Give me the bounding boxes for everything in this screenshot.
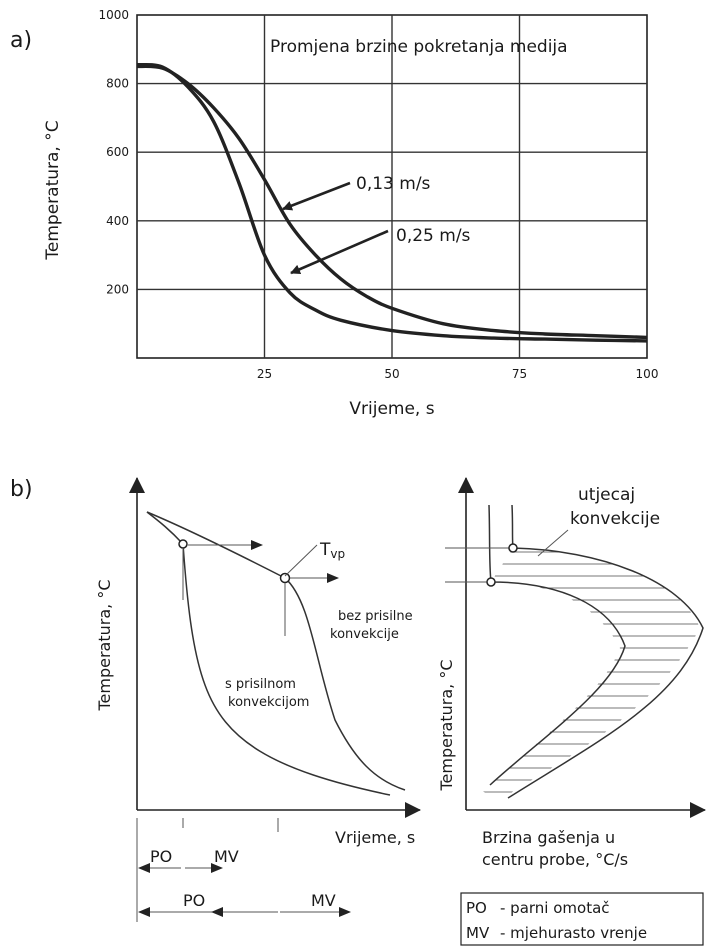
series-line-013 <box>136 64 648 340</box>
y-tick-label: 1000 <box>98 8 129 22</box>
left-xlabel: Vrijeme, s <box>335 828 415 847</box>
y-tick-label: 600 <box>106 145 129 159</box>
phase1-po: PO <box>150 847 172 866</box>
panel-b-label: b) <box>10 477 33 502</box>
legend-text-po: - parni omotač <box>500 899 610 917</box>
legend-box <box>460 892 704 946</box>
panel-b: b) Temperatura, °C Vrijeme, s Tvp <box>10 477 706 946</box>
chart-a-xlabel: Vrijeme, s <box>349 399 434 419</box>
tvp-label: Tvp <box>319 540 345 561</box>
panel-b-right: Temperatura, °C Brzina gašenja u centru … <box>437 477 706 869</box>
panel-b-left: Temperatura, °C Vrijeme, s Tvp bez prisi… <box>95 477 421 922</box>
legend-abbr-po: PO <box>466 899 487 917</box>
y-tick-label: 200 <box>106 282 129 296</box>
right-ylabel: Temperatura, °C <box>437 659 456 791</box>
y-tick-label: 800 <box>106 77 129 91</box>
right-xlabel-2: centru probe, °C/s <box>482 850 628 869</box>
phase2-mv: MV <box>311 891 336 910</box>
annotation-025: 0,25 m/s <box>396 226 471 246</box>
left-ylabel: Temperatura, °C <box>95 579 114 711</box>
curve-forced-convection <box>146 511 391 796</box>
x-tick-label: 75 <box>512 367 527 381</box>
tvp-leader <box>284 544 318 577</box>
annotation-013: 0,13 m/s <box>356 174 431 194</box>
legend-abbr-mv: MV <box>466 924 490 942</box>
label-no-forced-2: konvekcije <box>330 627 399 642</box>
grid-a <box>137 15 647 358</box>
ticks-a: 200 400 600 800 1000 25 50 75 100 <box>98 8 658 381</box>
arrow-013 <box>282 181 351 211</box>
curves-a <box>136 62 648 343</box>
arrow-025 <box>290 229 389 275</box>
hatch-region <box>480 551 700 793</box>
y-tick-label: 400 <box>106 214 129 228</box>
chart-a-title: Promjena brzine pokretanja medija <box>270 37 568 57</box>
curve-no-forced-convection <box>146 511 406 791</box>
x-tick-label: 50 <box>384 367 399 381</box>
annotation-utjecaj-1: utjecaj <box>578 485 635 505</box>
label-no-forced-1: bez prisilne <box>338 609 413 624</box>
right-xlabel-1: Brzina gašenja u <box>482 828 615 847</box>
chart-a-ylabel: Temperatura, °C <box>43 120 63 260</box>
panel-a-label: a) <box>10 28 32 53</box>
legend: PO - parni omotač MV - mjehurasto vrenje <box>460 892 704 946</box>
marker-forced <box>178 539 188 549</box>
marker-tvp <box>279 572 291 584</box>
annotation-leader <box>537 529 569 557</box>
panel-a: a) 200 400 600 800 1000 25 50 75 100 Promjena br… <box>10 8 658 419</box>
rate-curve-no-convection <box>488 504 626 786</box>
x-tick-label: 100 <box>636 367 659 381</box>
marker-no-convection <box>486 577 496 587</box>
legend-text-mv: - mjehurasto vrenje <box>500 924 647 942</box>
series-line-025 <box>136 62 648 343</box>
label-forced-2: konvekcijom <box>228 695 309 710</box>
x-tick-label: 25 <box>257 367 272 381</box>
phase1-mv: MV <box>214 847 239 866</box>
phase2-po: PO <box>183 891 205 910</box>
rate-curve-convection <box>507 504 704 799</box>
annotation-utjecaj-2: konvekcije <box>570 509 660 529</box>
marker-convection <box>508 543 518 553</box>
label-forced-1: s prisilnom <box>225 677 296 692</box>
